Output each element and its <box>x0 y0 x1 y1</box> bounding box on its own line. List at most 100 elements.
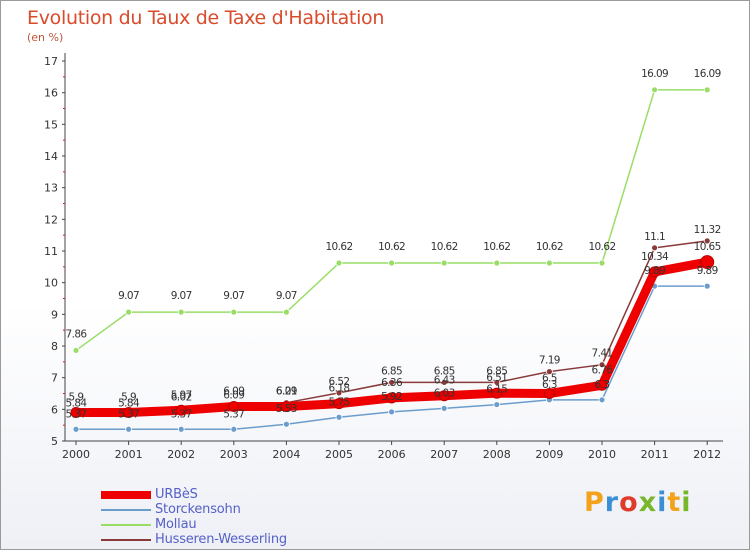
data-label-mollau: 9.07 <box>223 290 244 302</box>
x-tick-label: 2002 <box>167 448 195 461</box>
data-label-urb-s: 5.97 <box>171 389 192 401</box>
data-label-urb-s: 6.51 <box>486 372 507 384</box>
data-label-mollau: 9.07 <box>171 290 192 302</box>
data-label-urb-s: 6.09 <box>276 385 297 397</box>
y-tick-label: 14 <box>44 150 58 163</box>
data-label-urb-s: 6.36 <box>381 377 403 389</box>
x-tick-label: 2008 <box>483 448 511 461</box>
data-point-storckensohn <box>125 425 132 433</box>
data-point-husseren-wesserling <box>598 361 606 369</box>
x-tick-label: 2007 <box>430 448 458 461</box>
data-label-urb-s: 5.9 <box>69 392 84 404</box>
data-label-mollau: 10.62 <box>378 241 405 253</box>
legend-item-mollau: Mollau <box>101 517 287 532</box>
legend-label-husseren-wesserling: Husseren-Wesserling <box>155 532 287 547</box>
legend-item-husseren-wesserling: Husseren-Wesserling <box>101 532 287 547</box>
y-tick-label: 8 <box>51 340 58 353</box>
data-label-storckensohn: 9.89 <box>644 265 665 277</box>
data-label-mollau: 10.62 <box>431 241 458 253</box>
data-label-husseren-wesserling: 7.41 <box>592 348 613 360</box>
legend-label-storckensohn: Storckensohn <box>155 502 241 517</box>
data-point-husseren-wesserling <box>703 237 711 245</box>
logo-letter: x <box>638 487 658 518</box>
data-label-urb-s: 6.5 <box>542 373 557 385</box>
data-label-storckensohn: 5.37 <box>223 408 244 420</box>
data-label-husseren-wesserling: 6.85 <box>381 365 402 377</box>
data-label-storckensohn: 5.37 <box>66 408 87 420</box>
data-point-mollau <box>177 308 185 316</box>
data-point-mollau <box>335 259 343 267</box>
data-label-storckensohn: 6.15 <box>486 384 507 396</box>
proxiti-logo: Proxiti <box>584 487 692 518</box>
x-tick-label: 2003 <box>220 448 248 461</box>
data-point-storckensohn <box>282 420 290 428</box>
data-point-storckensohn <box>388 408 396 416</box>
data-point-mollau <box>493 259 501 267</box>
data-point-storckensohn <box>177 425 185 433</box>
data-label-urb-s: 6.43 <box>434 375 455 387</box>
x-tick-label: 2012 <box>693 448 721 461</box>
data-label-storckensohn: 6.3 <box>542 379 557 391</box>
data-label-husseren-wesserling: 7.19 <box>539 355 560 367</box>
data-label-husseren-wesserling: 6.02 <box>171 392 192 404</box>
data-label-storckensohn: 5.92 <box>381 391 402 403</box>
x-tick-label: 2000 <box>62 448 90 461</box>
data-point-mollau <box>388 259 396 267</box>
data-point-urb-s <box>70 407 82 418</box>
y-tick-label: 5 <box>51 435 58 448</box>
data-point-urb-s <box>649 266 661 278</box>
data-label-husseren-wesserling: 6.85 <box>486 365 507 377</box>
data-point-urb-s <box>280 400 292 412</box>
logo-letter: i <box>657 487 668 518</box>
data-point-husseren-wesserling <box>493 379 501 386</box>
data-point-mollau <box>598 259 606 267</box>
data-point-mollau <box>230 308 238 316</box>
logo-letter: r <box>604 487 620 518</box>
data-point-storckensohn <box>493 401 501 408</box>
y-tick-label: 12 <box>44 213 58 226</box>
x-tick-label: 2001 <box>115 448 143 461</box>
data-point-storckensohn <box>440 404 448 412</box>
x-tick-label: 2011 <box>641 448 669 461</box>
data-point-storckensohn <box>598 396 606 404</box>
data-point-storckensohn <box>72 425 80 433</box>
data-label-mollau: 9.07 <box>118 290 139 302</box>
data-label-urb-s: 5.9 <box>121 392 136 404</box>
data-label-storckensohn: 5.75 <box>329 396 350 408</box>
y-axis-unit: (en %) <box>27 31 64 44</box>
legend-swatch-mollau <box>101 523 151 526</box>
data-label-husseren-wesserling: 6.09 <box>223 389 244 401</box>
data-point-mollau <box>72 347 80 354</box>
data-label-mollau: 10.62 <box>536 241 563 253</box>
data-label-husseren-wesserling: 6.21 <box>276 386 297 398</box>
legend-item-storckensohn: Storckensohn <box>101 502 287 517</box>
legend-swatch-urbes <box>101 490 151 499</box>
data-label-mollau: 16.09 <box>694 68 721 80</box>
data-point-mollau <box>703 86 711 94</box>
data-point-urb-s <box>228 400 240 412</box>
x-tick-label: 2009 <box>535 448 563 461</box>
data-point-husseren-wesserling <box>335 389 343 397</box>
legend-label-urbes: URBèS <box>155 487 198 502</box>
legend-swatch-husseren-wesserling <box>101 538 151 541</box>
legend-item-urbes: URBèS <box>101 487 287 502</box>
data-label-storckensohn: 6.03 <box>434 387 455 399</box>
data-label-mollau: 9.07 <box>276 290 297 302</box>
data-label-storckensohn: 5.37 <box>171 408 192 420</box>
data-label-mollau: 10.62 <box>325 241 352 253</box>
data-label-husseren-wesserling: 11.32 <box>694 224 721 236</box>
data-point-mollau <box>125 308 132 316</box>
legend-swatch-storckensohn <box>101 508 151 511</box>
data-label-urb-s: 10.65 <box>694 241 721 253</box>
data-point-husseren-wesserling <box>651 244 658 252</box>
data-label-mollau: 10.62 <box>588 241 615 253</box>
data-label-storckensohn: 5.37 <box>118 408 139 420</box>
x-tick-label: 2006 <box>378 448 406 461</box>
logo-letter: i <box>681 487 692 518</box>
data-point-storckensohn <box>230 425 238 433</box>
x-tick-label: 2005 <box>325 448 353 461</box>
data-label-storckensohn: 9.89 <box>697 265 718 277</box>
data-label-urb-s: 6.18 <box>329 383 350 395</box>
